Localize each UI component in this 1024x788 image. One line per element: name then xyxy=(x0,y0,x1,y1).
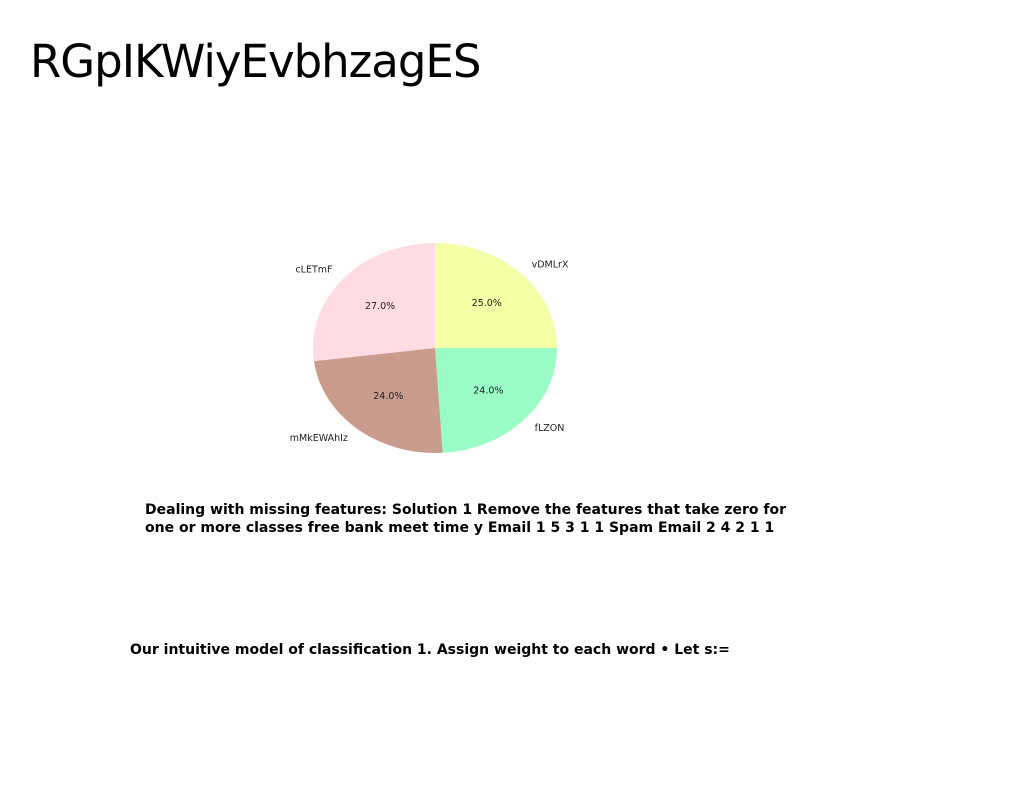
pie-slice-cletmf xyxy=(313,243,435,362)
pie-category-label: vDMLrX xyxy=(532,259,569,270)
pie-percent-label: 27.0% xyxy=(365,301,395,312)
pie-slices xyxy=(313,243,557,453)
pie-slice-flzon xyxy=(435,348,557,453)
pie-category-label: mMkEWAhIz xyxy=(290,433,348,444)
body-text-missing-features: Dealing with missing features: Solution … xyxy=(145,502,787,536)
pie-category-labels: vDMLrX fLZON mMkEWAhIz cLETmF xyxy=(290,259,569,444)
pie-category-label: fLZON xyxy=(535,423,565,434)
pie-slice-vdmlrx xyxy=(435,243,557,348)
pie-slice-mmkewahiz xyxy=(313,348,443,453)
slide-title: RGpIKWiyEvbhzagES xyxy=(30,35,481,88)
pie-percent-labels: 25.0% 24.0% 24.0% 27.0% xyxy=(365,298,503,402)
pie-chart: 25.0% 24.0% 24.0% 27.0% vDMLrX fLZON mMkEWAhI… xyxy=(290,243,569,453)
pie-category-label: cLETmF xyxy=(295,265,332,276)
pie-percent-label: 24.0% xyxy=(473,386,503,397)
pie-percent-label: 24.0% xyxy=(373,391,403,402)
body-text-intuitive-model: Our intuitive model of classification 1.… xyxy=(130,642,730,658)
pie-percent-label: 25.0% xyxy=(472,298,502,309)
